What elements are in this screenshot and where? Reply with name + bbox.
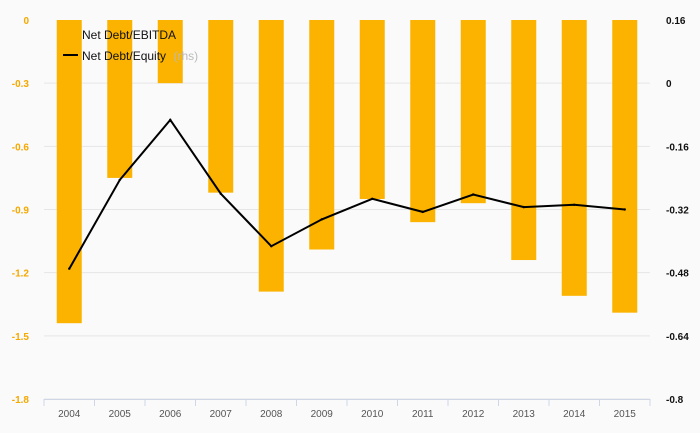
right-tick-label: -0.48 xyxy=(666,269,689,280)
line-point-2007 xyxy=(219,192,222,195)
bar-2006 xyxy=(157,20,183,84)
right-tick-label: 0 xyxy=(666,79,672,90)
line-point-2012 xyxy=(472,193,475,196)
x-tick-label-2006: 2006 xyxy=(159,409,182,420)
left-tick-label: 0 xyxy=(23,16,29,27)
right-tick-label: 0.16 xyxy=(666,16,686,27)
x-tick-label-2011: 2011 xyxy=(412,409,434,420)
bar-2008 xyxy=(258,20,284,292)
x-tick-label-2008: 2008 xyxy=(260,409,283,420)
right-axis: 0.16 0 -0.16 -0.32 -0.48 -0.64 -0.8 xyxy=(666,16,689,406)
bar-2007 xyxy=(208,20,234,193)
left-axis: 0 -0.3 -0.6 -0.9 -1.2 -1.5 -1.8 xyxy=(12,16,30,406)
x-tick-label-2014: 2014 xyxy=(563,409,586,420)
bar-series xyxy=(56,20,638,324)
right-tick-label: -0.16 xyxy=(666,142,689,153)
line-point-2008 xyxy=(270,245,273,248)
left-tick-label: -0.3 xyxy=(12,79,30,90)
bar-2012 xyxy=(460,20,486,204)
legend-label-line: Net Debt/Equity (rhs) xyxy=(82,47,198,64)
x-tick-label-2005: 2005 xyxy=(109,409,132,420)
right-tick-label: -0.64 xyxy=(666,332,689,343)
x-tick-label-2009: 2009 xyxy=(311,409,334,420)
line-point-2005 xyxy=(118,178,121,182)
bar-2014 xyxy=(561,20,587,296)
bar-2005 xyxy=(107,20,133,178)
x-tick-label-2012: 2012 xyxy=(462,409,485,420)
line-point-2014 xyxy=(573,203,576,206)
line-point-2015 xyxy=(623,208,626,211)
left-tick-label: -1.5 xyxy=(12,332,30,343)
bar-2011 xyxy=(410,20,436,223)
bar-2013 xyxy=(511,20,537,261)
line-point-2004 xyxy=(68,267,71,270)
x-tick-label-2010: 2010 xyxy=(361,409,384,420)
line-point-2011 xyxy=(421,210,424,214)
legend-rhs-suffix: (rhs) xyxy=(174,49,199,63)
line-point-2009 xyxy=(320,218,323,221)
legend-line-name: Net Debt/Equity xyxy=(82,49,166,63)
line-point-2010 xyxy=(371,197,374,201)
right-tick-label: -0.8 xyxy=(666,395,684,406)
net-debt-equity-line xyxy=(68,118,625,270)
right-tick-label: -0.32 xyxy=(666,206,689,217)
line-point-2013 xyxy=(522,205,525,209)
gridlines xyxy=(44,82,650,400)
legend: Net Debt/EBITDA Net Debt/Equity (rhs) xyxy=(63,28,198,64)
left-tick-label: -1.2 xyxy=(12,269,30,280)
legend-label-bar: Net Debt/EBITDA xyxy=(82,28,176,42)
bar-2015 xyxy=(612,20,638,313)
line-series xyxy=(68,118,626,270)
left-tick-label: -1.8 xyxy=(12,395,30,406)
bar-2004 xyxy=(56,20,82,324)
x-tick-label-2004: 2004 xyxy=(58,409,81,420)
x-tick-label-2013: 2013 xyxy=(513,409,536,420)
x-tick-label-2015: 2015 xyxy=(614,409,637,420)
x-axis: 2004 2005 2006 2007 2008 2009 2010 2011 2012 2013… xyxy=(43,399,651,420)
bar-2009 xyxy=(309,20,335,250)
x-tick-label-2007: 2007 xyxy=(210,409,233,420)
legend-swatch-bar xyxy=(64,30,76,40)
bar-2010 xyxy=(359,20,385,199)
left-tick-label: -0.6 xyxy=(12,142,30,153)
left-tick-label: -0.9 xyxy=(12,206,30,217)
line-point-2006 xyxy=(169,118,172,122)
